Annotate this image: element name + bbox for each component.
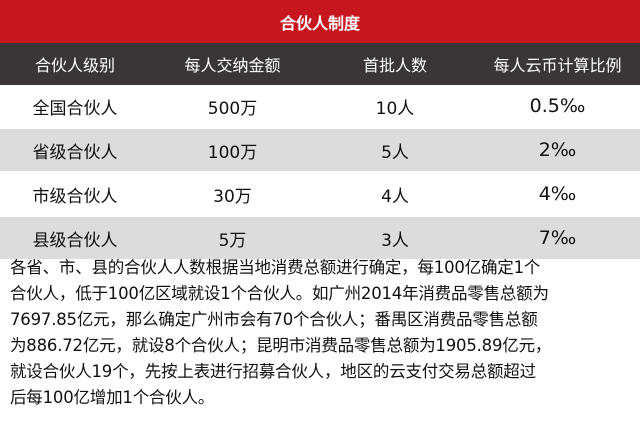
header-ratio: 每人云币计算比例 bbox=[493, 56, 622, 75]
cell-count: 10人 bbox=[375, 98, 415, 119]
paragraph-line: 就设合伙人19个，先按上表进行招募合伙人，地区的云支付交易总额超过 bbox=[10, 362, 536, 381]
paragraph-line: 后每100亿增加1个合伙人。 bbox=[10, 388, 215, 407]
explanation-paragraph: 各省、市、县的合伙人人数根据当地消费总额进行确定，每100亿确定1个 合伙人，低… bbox=[10, 255, 635, 411]
cell-ratio: 0.5‰ bbox=[529, 95, 586, 117]
table-title: 合伙人制度 bbox=[0, 0, 640, 43]
table-row: 全国合伙人 500万 10人 0.5‰ bbox=[0, 85, 640, 127]
cell-level: 县级合伙人 bbox=[32, 230, 118, 251]
paragraph-line: 合伙人，低于100亿区域就设1个合伙人。如广州2014年消费品零售总额为 bbox=[10, 284, 549, 303]
cell-level: 省级合伙人 bbox=[32, 142, 118, 163]
cell-ratio: 7‰ bbox=[538, 227, 577, 249]
cell-level: 市级合伙人 bbox=[32, 186, 118, 207]
paragraph-line: 各省、市、县的合伙人人数根据当地消费总额进行确定，每100亿确定1个 bbox=[10, 258, 541, 277]
cell-ratio: 2‰ bbox=[538, 139, 577, 161]
paragraph-line: 7697.85亿元，那么确定广州市会有70个合伙人；番禺区消费品零售总额 bbox=[10, 310, 538, 329]
table-header-row: 合伙人级别 每人交纳金额 首批人数 每人云币计算比例 bbox=[0, 43, 640, 85]
cell-count: 3人 bbox=[381, 230, 409, 251]
table-row: 省级合伙人 100万 5人 2‰ bbox=[0, 127, 640, 171]
table-row: 市级合伙人 30万 4人 4‰ bbox=[0, 171, 640, 215]
partner-table: 合伙人级别 每人交纳金额 首批人数 每人云币计算比例 全国合伙人 500万 10… bbox=[0, 43, 640, 259]
paragraph-line: 为886.72亿元，就设8个合伙人；昆明市消费品零售总额为1905.89亿元， bbox=[10, 336, 552, 355]
cell-amount: 30万 bbox=[213, 186, 252, 207]
cell-count: 4人 bbox=[381, 186, 409, 207]
header-amount: 每人交纳金额 bbox=[184, 56, 281, 75]
header-count: 首批人数 bbox=[362, 56, 427, 75]
table-row: 县级合伙人 5万 3人 7‰ bbox=[0, 215, 640, 259]
cell-amount: 5万 bbox=[218, 230, 247, 251]
cell-ratio: 4‰ bbox=[538, 183, 577, 205]
cell-count: 5人 bbox=[381, 142, 409, 163]
header-level: 合伙人级别 bbox=[34, 56, 115, 75]
cell-amount: 500万 bbox=[207, 98, 258, 119]
cell-level: 全国合伙人 bbox=[32, 98, 118, 119]
cell-amount: 100万 bbox=[207, 142, 258, 163]
